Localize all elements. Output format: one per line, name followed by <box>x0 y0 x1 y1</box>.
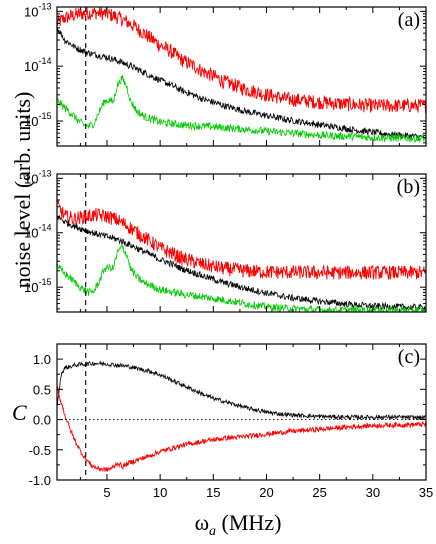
series-a-green <box>57 75 426 143</box>
panel-a: 10-13 10-14 10-15 (a) <box>24 1 427 147</box>
x-tick-label: 25 <box>312 485 326 500</box>
x-tick-label: 30 <box>366 485 380 500</box>
y-tick-label: 10-15 <box>24 277 51 295</box>
series-b-red <box>57 199 426 280</box>
series-b-black <box>57 215 426 312</box>
shared-y-axis-label: noise level (arb. units) <box>10 92 35 289</box>
panels: 10-13 10-14 10-15 (a) 10-13 10-14 10-15 (b) 5 10 1… <box>12 1 433 500</box>
y-tick-label: 0.5 <box>33 382 51 397</box>
series-a-black <box>57 27 426 142</box>
y-tick-label: 1.0 <box>33 352 51 367</box>
panel-b: 10-13 10-14 10-15 (b) <box>24 168 427 313</box>
series-b-green <box>57 243 426 312</box>
x-tick-label: 5 <box>103 485 110 500</box>
plot-frame <box>56 343 427 481</box>
y-tick-label: -0.5 <box>29 443 51 458</box>
plot-frame <box>56 173 427 313</box>
x-axis-label: ωa (MHz) <box>195 510 282 539</box>
y-tick-label: 10-14 <box>24 223 51 241</box>
x-axis-label-unit: (MHz) <box>216 510 281 535</box>
x-tick-label: 35 <box>419 485 433 500</box>
x-tick-label: 20 <box>259 485 273 500</box>
x-axis-label-symbol: ω <box>195 510 209 535</box>
y-tick-label: 10-15 <box>24 111 51 129</box>
x-tick-label: 15 <box>206 485 220 500</box>
panel-c: 5 10 15 20 25 30 35 1.0 0.5 0.0 -0.5 -1.0 C (c) <box>12 343 433 500</box>
y-tick-label: 10-13 <box>24 168 51 186</box>
series-a-red <box>57 7 426 114</box>
panel-label: (a) <box>398 9 420 31</box>
x-tick-label: 10 <box>153 485 167 500</box>
series-c-black <box>57 360 426 421</box>
c-axis-label: C <box>12 400 27 425</box>
y-tick-label: 0.0 <box>33 413 51 428</box>
panel-label: (c) <box>398 346 420 368</box>
plot-frame <box>56 6 427 147</box>
x-axis-label-subscript: a <box>209 524 216 539</box>
y-tick-label: 10-14 <box>24 56 51 74</box>
series-c-red <box>57 385 426 473</box>
y-tick-label: 10-13 <box>24 1 51 19</box>
panel-label: (b) <box>397 176 420 198</box>
y-tick-label: -1.0 <box>29 473 51 488</box>
